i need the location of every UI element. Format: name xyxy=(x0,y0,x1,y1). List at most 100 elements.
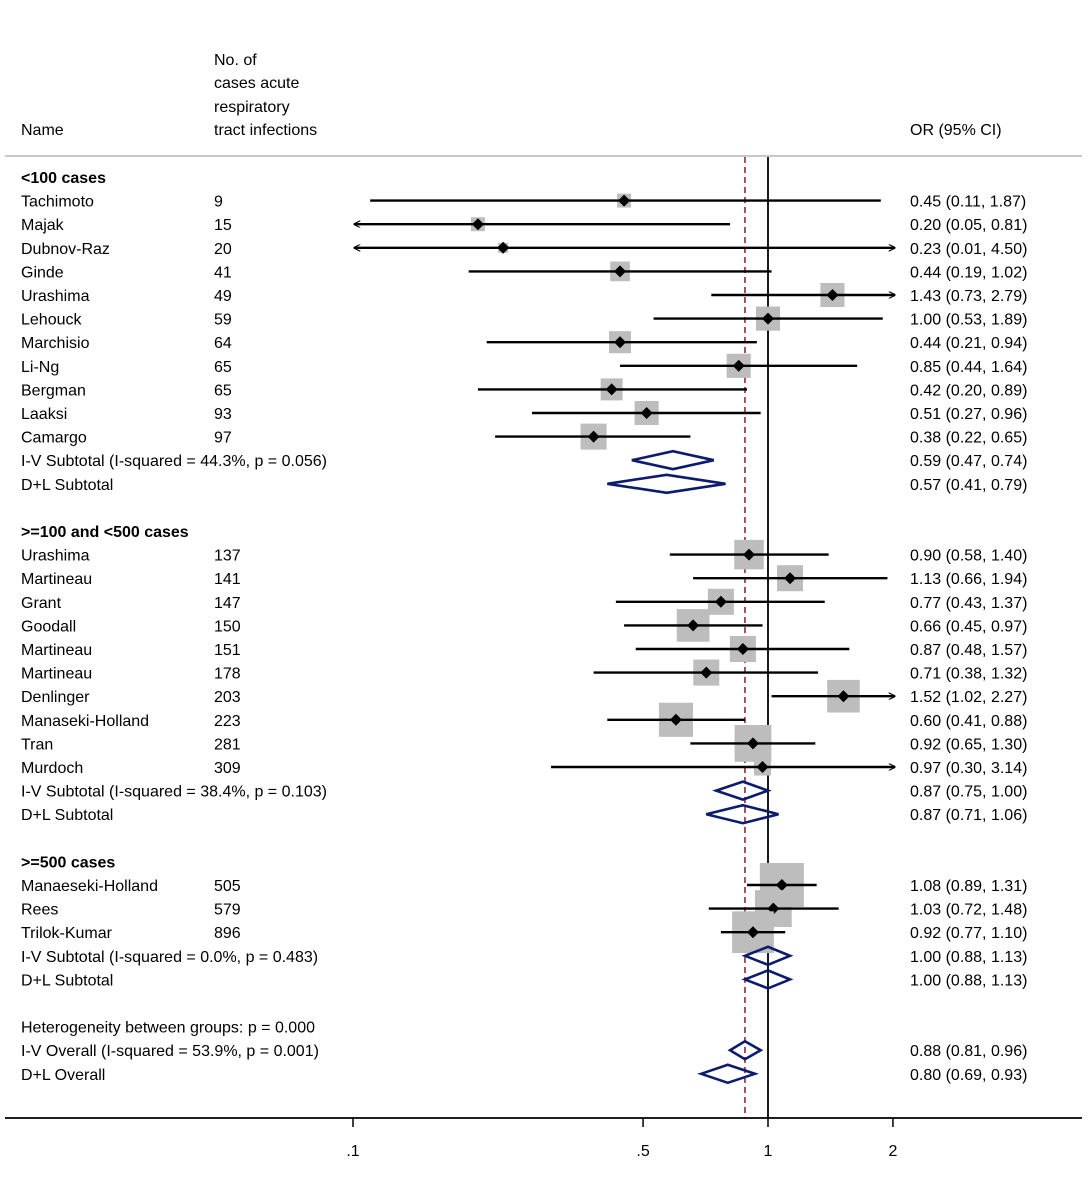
pooled-label: I-V Subtotal (I-squared = 38.4%, p = 0.1… xyxy=(21,784,327,801)
x-tick-label: 1 xyxy=(764,1143,773,1160)
study-name: Tran xyxy=(21,736,53,753)
x-tick-label: .1 xyxy=(346,1143,359,1160)
study-name: Urashima xyxy=(21,548,90,565)
study-cases: 505 xyxy=(214,878,241,895)
point-estimate-marker xyxy=(837,690,850,703)
pooled-or-ci: 1.00 (0.88, 1.13) xyxy=(910,949,1027,966)
point-estimate-marker xyxy=(714,595,727,608)
pooled-diamond xyxy=(741,945,794,967)
study-or-ci: 0.51 (0.27, 0.96) xyxy=(910,406,1027,423)
pooled-diamond xyxy=(631,449,715,471)
pooled-label: D+L Subtotal xyxy=(21,972,113,989)
study-or-ci: 1.13 (0.66, 1.94) xyxy=(910,571,1027,588)
study-cases: 15 xyxy=(214,217,232,234)
study-name: Martineau xyxy=(21,571,92,588)
study-name: Denlinger xyxy=(21,689,90,706)
point-estimate-marker xyxy=(614,265,627,278)
study-name: Ginde xyxy=(21,264,64,281)
pooled-diamond xyxy=(705,803,779,825)
study-name: Goodall xyxy=(21,618,76,635)
study-name: Martineau xyxy=(21,642,92,659)
pooled-or-ci: 1.00 (0.88, 1.13) xyxy=(910,972,1027,989)
point-estimate-marker xyxy=(732,359,745,372)
study-or-ci: 0.38 (0.22, 0.65) xyxy=(910,430,1027,447)
study-name: Dubnov-Raz xyxy=(21,241,110,258)
group-header: <100 cases xyxy=(21,170,106,187)
study-cases: 137 xyxy=(214,548,241,565)
study-or-ci: 0.77 (0.43, 1.37) xyxy=(910,595,1027,612)
study-cases: 151 xyxy=(214,642,241,659)
study-or-ci: 1.03 (0.72, 1.48) xyxy=(910,902,1027,919)
study-name: Murdoch xyxy=(21,760,83,777)
point-estimate-marker xyxy=(618,194,631,207)
point-estimate-marker xyxy=(775,879,788,891)
study-name: Laaksi xyxy=(21,406,67,423)
study-or-ci: 0.90 (0.58, 1.40) xyxy=(910,548,1027,565)
study-or-ci: 0.44 (0.19, 1.02) xyxy=(910,264,1027,281)
point-estimate-marker xyxy=(746,737,759,750)
point-estimate-marker xyxy=(640,407,653,419)
pooled-diamond xyxy=(697,1063,760,1085)
point-estimate-marker xyxy=(497,241,510,254)
point-estimate-marker xyxy=(669,713,682,726)
study-cases: 93 xyxy=(214,406,232,423)
study-name: Trilok-Kumar xyxy=(21,925,113,942)
header-cases-line-4: tract infections xyxy=(214,122,317,139)
study-cases: 178 xyxy=(214,666,241,683)
study-cases: 896 xyxy=(214,925,241,942)
point-estimate-marker xyxy=(746,926,759,939)
study-cases: 141 xyxy=(214,571,241,588)
study-name: Martineau xyxy=(21,666,92,683)
header-cases-line-1: No. of xyxy=(214,52,257,69)
study-or-ci: 0.87 (0.48, 1.57) xyxy=(910,642,1027,659)
pooled-diamond xyxy=(741,969,794,990)
pooled-label: D+L Subtotal xyxy=(21,477,113,494)
study-cases: 41 xyxy=(214,264,232,281)
study-name: Marchisio xyxy=(21,335,90,352)
pooled-label: I-V Subtotal (I-squared = 44.3%, p = 0.0… xyxy=(21,453,327,470)
forest-rows: <100 cases Tachimoto 9 0.45 (0.11, 1.87) Maj… xyxy=(21,170,1027,1085)
x-tick-label: 2 xyxy=(888,1143,897,1160)
heterogeneity-between-groups: Heterogeneity between groups: p = 0.000 xyxy=(21,1020,315,1037)
pooled-label: D+L Overall xyxy=(21,1067,105,1084)
point-estimate-marker xyxy=(736,643,749,655)
study-cases: 20 xyxy=(214,241,232,258)
pooled-or-ci: 0.87 (0.71, 1.06) xyxy=(910,807,1027,824)
study-cases: 64 xyxy=(214,335,232,352)
pooled-label: D+L Subtotal xyxy=(21,807,113,824)
point-estimate-marker xyxy=(756,761,769,773)
pooled-or-ci: 0.87 (0.75, 1.00) xyxy=(910,784,1027,801)
point-estimate-marker xyxy=(762,312,774,325)
study-cases: 65 xyxy=(214,382,232,399)
study-or-ci: 0.97 (0.30, 3.14) xyxy=(910,760,1027,777)
study-or-ci: 0.42 (0.20, 0.89) xyxy=(910,382,1027,399)
pooled-or-ci: 0.59 (0.47, 0.74) xyxy=(910,453,1027,470)
study-or-ci: 1.43 (0.73, 2.79) xyxy=(910,288,1027,305)
study-name: Li-Ng xyxy=(21,359,59,376)
study-or-ci: 0.44 (0.21, 0.94) xyxy=(910,335,1027,352)
study-name: Manaseki-Holland xyxy=(21,713,149,730)
study-or-ci: 0.20 (0.05, 0.81) xyxy=(910,217,1027,234)
study-or-ci: 0.66 (0.45, 0.97) xyxy=(910,618,1027,635)
study-name: Tachimoto xyxy=(21,194,94,211)
study-cases: 65 xyxy=(214,359,232,376)
pooled-label: I-V Subtotal (I-squared = 0.0%, p = 0.48… xyxy=(21,949,318,966)
study-or-ci: 1.52 (1.02, 2.27) xyxy=(910,689,1027,706)
study-name: Lehouck xyxy=(21,312,82,329)
point-estimate-marker xyxy=(743,548,756,561)
study-cases: 147 xyxy=(214,595,241,612)
point-estimate-marker xyxy=(700,666,713,679)
study-cases: 579 xyxy=(214,902,241,919)
pooled-or-ci: 0.57 (0.41, 0.79) xyxy=(910,477,1027,494)
study-or-ci: 1.00 (0.53, 1.89) xyxy=(910,312,1027,329)
study-name: Majak xyxy=(21,217,65,234)
study-or-ci: 0.92 (0.65, 1.30) xyxy=(910,736,1027,753)
study-or-ci: 0.71 (0.38, 1.32) xyxy=(910,666,1027,683)
study-cases: 59 xyxy=(214,312,232,329)
study-cases: 309 xyxy=(214,760,241,777)
study-or-ci: 0.45 (0.11, 1.87) xyxy=(910,194,1026,211)
study-name: Camargo xyxy=(21,430,87,447)
pooled-diamond xyxy=(712,780,772,801)
point-estimate-marker xyxy=(471,218,484,231)
study-or-ci: 0.85 (0.44, 1.64) xyxy=(910,359,1027,376)
